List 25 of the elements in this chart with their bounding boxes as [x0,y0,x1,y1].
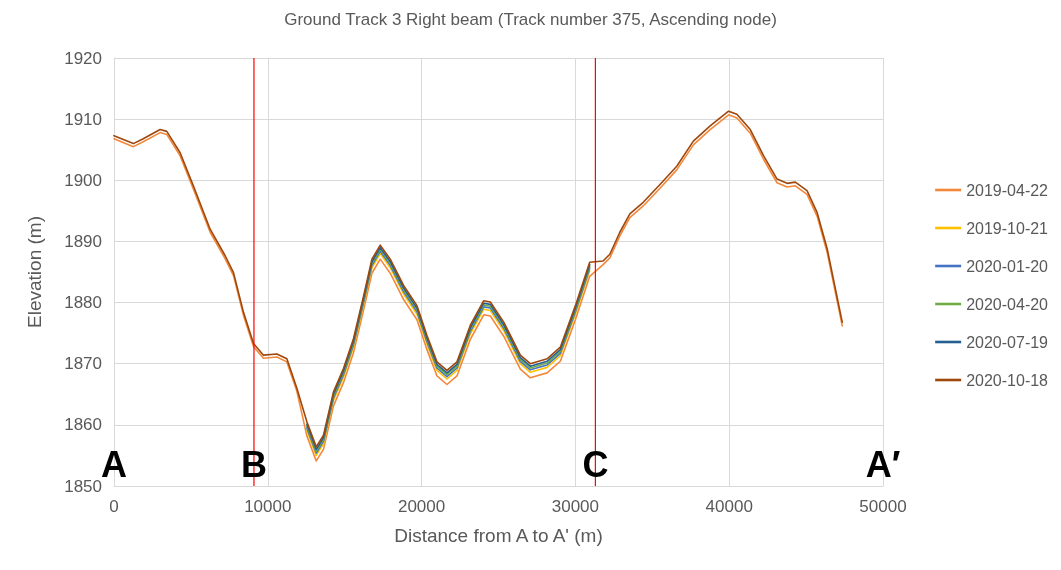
legend-label: 2019-04-22 [966,181,1049,199]
chart-title: Ground Track 3 Right beam (Track number 375, Ascending node) [284,10,777,29]
legend-label: 2020-10-18 [966,371,1049,389]
y-tick-label: 1900 [64,170,102,190]
x-tick-label: 30000 [551,497,600,516]
y-tick-label: 1870 [64,354,102,374]
x-tick-label: 0 [109,497,119,516]
x-tick-label: 50000 [859,497,907,516]
y-tick-label: 1850 [64,476,102,496]
annotation: A [101,443,127,485]
y-tick-label: 1890 [64,231,102,251]
y-tick-label: 1920 [64,48,102,68]
legend-label: 2020-04-20 [966,295,1049,313]
legend-label: 2020-07-19 [966,333,1049,351]
legend-label: 2020-01-20 [966,257,1049,275]
legend-label: 2019-10-21 [966,219,1049,237]
annotation: A′ [865,443,901,485]
x-axis-title: Distance from A to A' (m) [394,525,603,546]
y-tick-label: 1860 [64,415,102,435]
y-tick-label: 1910 [64,109,102,129]
x-tick-label: 20000 [397,497,446,516]
y-tick-label: 1880 [64,293,102,313]
y-axis-title: Elevation (m) [24,216,45,328]
x-tick-label: 10000 [244,497,292,516]
x-tick-label: 40000 [705,497,753,516]
